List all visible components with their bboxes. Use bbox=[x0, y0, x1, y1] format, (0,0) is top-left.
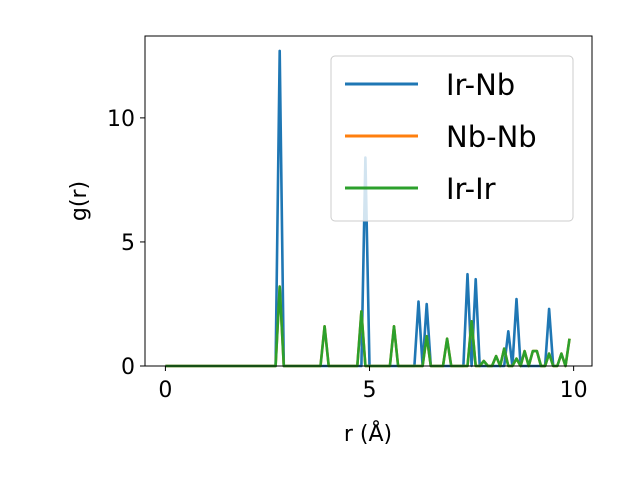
x-tick-label: 10 bbox=[560, 378, 588, 403]
x-tick-label: 5 bbox=[363, 378, 377, 403]
y-tick-label: 10 bbox=[107, 107, 135, 132]
legend: Ir-Nb Nb-Nb Ir-Ir bbox=[330, 55, 574, 222]
legend-entries: Ir-Nb Nb-Nb Ir-Ir bbox=[345, 68, 537, 206]
y-tick-label: 5 bbox=[121, 231, 135, 256]
plot-frame bbox=[144, 35, 593, 367]
y-axis-label: g(r) bbox=[67, 181, 92, 221]
legend-label: Nb-Nb bbox=[446, 120, 537, 154]
legend-label: Ir-Nb bbox=[446, 68, 515, 102]
legend-label: Ir-Ir bbox=[446, 172, 496, 206]
y-tick-label: 0 bbox=[121, 355, 135, 380]
legend-frame bbox=[330, 55, 574, 222]
x-tick-label: 0 bbox=[158, 378, 172, 403]
tick-layer: 0 5 10 0 5 10 bbox=[107, 107, 588, 403]
x-axis-label: r (Å) bbox=[344, 420, 392, 447]
